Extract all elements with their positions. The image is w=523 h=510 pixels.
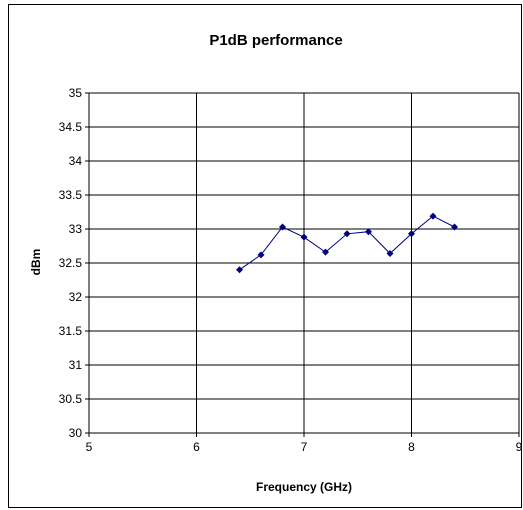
chart-title: P1dB performance (209, 32, 342, 49)
data-point-marker (257, 251, 265, 259)
series-line (239, 215, 455, 271)
x-tick-label: 8 (408, 440, 415, 454)
y-tick-label: 33 (69, 222, 83, 236)
data-point-marker (365, 228, 372, 236)
chart-frame (8, 4, 522, 508)
x-tick-label: 5 (86, 440, 93, 454)
y-tick-label: 31.5 (59, 324, 83, 338)
series-group (236, 212, 458, 274)
y-tick-label: 34.5 (59, 120, 83, 134)
x-tick-label: 6 (193, 440, 200, 454)
y-axis-label: dBm (29, 249, 43, 276)
data-point-marker (408, 230, 415, 238)
y-tick-label: 31 (69, 358, 83, 372)
x-tick-label: 7 (301, 440, 308, 454)
data-point-marker (386, 249, 394, 257)
data-point-marker (429, 212, 437, 220)
tick-labels: 30 30.5 31 31.5 32 32.5 33 33.5 34 34.5 35 5 6 7 8 9 (59, 86, 523, 454)
y-tick-label: 32.5 (59, 256, 83, 270)
y-tick-label: 30.5 (59, 392, 83, 406)
data-point-marker (343, 230, 351, 238)
data-point-marker (451, 223, 458, 231)
y-tick-label: 34 (69, 154, 83, 168)
data-point-marker (300, 233, 308, 241)
y-tick-label: 32 (69, 290, 83, 304)
x-tick-label: 9 (516, 440, 523, 454)
x-axis-label: Frequency (GHz) (256, 480, 352, 494)
data-point-marker (236, 266, 243, 274)
data-point-marker (322, 248, 329, 256)
data-point-marker (279, 223, 286, 231)
grid-lines (89, 92, 520, 434)
y-tick-label: 30 (69, 426, 83, 440)
axes (85, 92, 520, 437)
y-tick-label: 33.5 (59, 188, 83, 202)
y-tick-label: 35 (69, 86, 83, 100)
